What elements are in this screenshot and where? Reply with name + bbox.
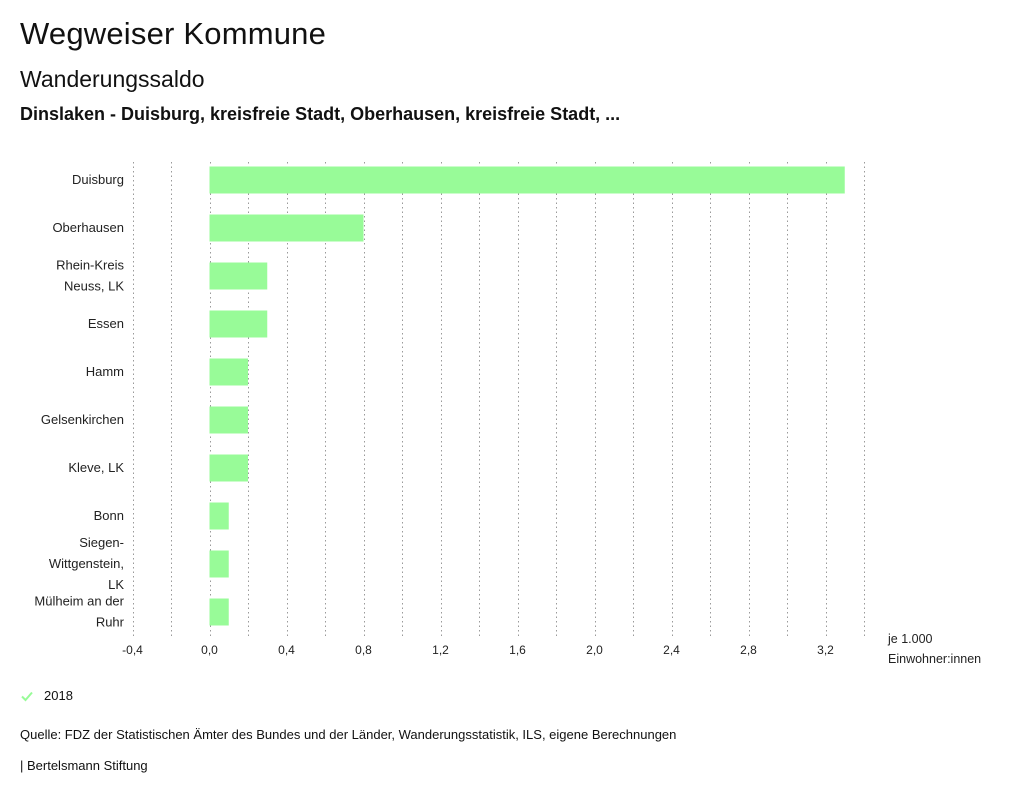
- bar[interactable]: [209, 214, 364, 242]
- category-label: Bonn: [94, 508, 124, 523]
- bar[interactable]: [209, 358, 249, 386]
- bar[interactable]: [209, 406, 249, 434]
- category-label: Oberhausen: [52, 220, 124, 235]
- tick-label: 0,4: [278, 643, 295, 657]
- tick-label: -0,4: [122, 643, 143, 657]
- tick-label: 2,0: [586, 643, 603, 657]
- tick-label: 0,0: [201, 643, 218, 657]
- tick-label: 2,8: [740, 643, 757, 657]
- region-selection: Dinslaken - Duisburg, kreisfreie Stadt, …: [20, 104, 621, 124]
- tick-label: 3,2: [817, 643, 834, 657]
- tick-label: 2,4: [663, 643, 680, 657]
- legend-label: 2018: [44, 688, 73, 703]
- legend[interactable]: 2018: [20, 688, 73, 703]
- axis-unit-label: je 1.000 Einwohner:innen: [887, 632, 981, 666]
- category-label: Hamm: [86, 364, 124, 379]
- tick-label: 1,2: [432, 643, 449, 657]
- bar[interactable]: [209, 310, 268, 338]
- bar[interactable]: [209, 502, 229, 530]
- page-title: Wegweiser Kommune: [20, 16, 327, 51]
- bar[interactable]: [209, 598, 229, 626]
- tick-label: 1,6: [509, 643, 526, 657]
- publisher-note: | Bertelsmann Stiftung: [20, 758, 148, 773]
- bar[interactable]: [209, 262, 268, 290]
- category-label: Gelsenkirchen: [41, 412, 124, 427]
- category-label: Rhein-Kreis Neuss, LK: [56, 258, 124, 294]
- category-label: Mülheim an der Ruhr: [34, 594, 124, 630]
- bar[interactable]: [209, 454, 249, 482]
- category-label: Siegen-Wittgenstein, LK: [49, 535, 124, 592]
- bar[interactable]: [209, 550, 229, 578]
- source-note: Quelle: FDZ der Statistischen Ämter des …: [20, 727, 677, 742]
- category-label: Kleve, LK: [68, 460, 124, 475]
- tick-label: 0,8: [355, 643, 372, 657]
- chart-subtitle: Wanderungssaldo: [20, 66, 205, 92]
- category-label: Duisburg: [72, 172, 124, 187]
- bar-chart: Duisburg Oberhausen Rhein-Kreis Neuss, LK Es…: [34, 162, 981, 666]
- checkmark-icon[interactable]: [20, 689, 34, 703]
- category-label: Essen: [88, 316, 124, 331]
- bar[interactable]: [209, 166, 845, 194]
